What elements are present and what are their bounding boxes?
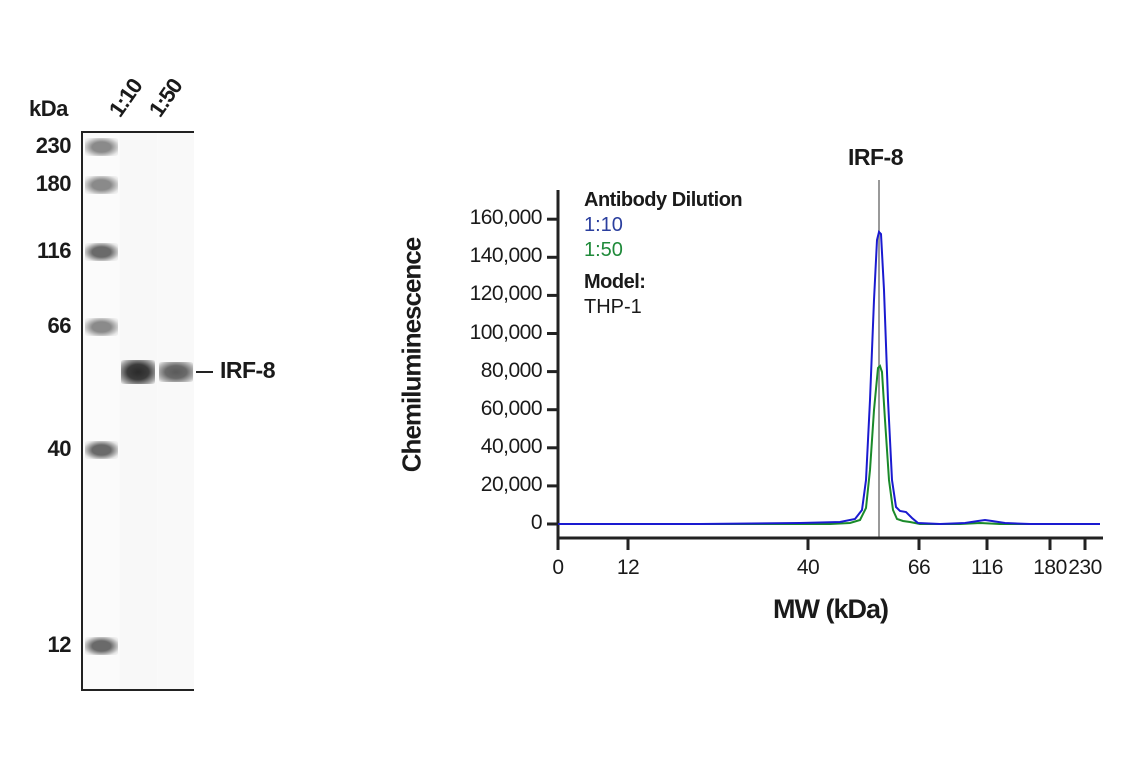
- y-tick-label: 40,000: [480, 434, 543, 458]
- ladder-band-40: [85, 441, 118, 459]
- y-ticks: [547, 217, 558, 526]
- ladder-band-230: [85, 138, 118, 156]
- lane-1-10: [120, 133, 157, 689]
- marker-label-230: 230: [35, 133, 72, 158]
- lane-1-50: [158, 133, 194, 689]
- ladder-band-116: [85, 243, 118, 261]
- y-tick-label: 80,000: [480, 358, 543, 382]
- marker-label-116: 116: [37, 238, 72, 263]
- marker-label-180: 180: [35, 171, 72, 196]
- x-tick-label: 40: [796, 556, 820, 579]
- target-indicator-line: [196, 371, 213, 373]
- blot-image: [81, 131, 194, 691]
- x-tick-label: 230: [1068, 556, 1102, 579]
- irf8-band-1-50: [159, 362, 193, 382]
- y-tick-label: 140,000: [469, 244, 543, 268]
- x-tick-label: 180: [1033, 556, 1067, 579]
- irf8-band-1-10: [121, 360, 155, 384]
- ladder-band-66: [85, 318, 118, 336]
- marker-label-40: 40: [47, 436, 72, 461]
- x-tick-label: 116: [971, 556, 1003, 579]
- series-1-10-line: [558, 230, 1100, 526]
- chart-title: IRF-8: [848, 144, 904, 170]
- x-tick-label: 12: [616, 556, 640, 579]
- model-value: THP-1: [584, 296, 642, 318]
- y-tick-label: 100,000: [469, 320, 543, 344]
- blot-unit-label: kDa: [29, 96, 68, 121]
- x-axis-label: MW (kDa): [773, 594, 889, 624]
- y-tick-label: 0: [530, 511, 543, 534]
- blot-target-label: IRF-8: [220, 357, 276, 383]
- marker-label-66: 66: [47, 313, 72, 338]
- y-tick-label: 160,000: [469, 206, 543, 230]
- y-axis-label: Chemiluminescence: [396, 237, 427, 473]
- ladder-lane: [83, 133, 119, 689]
- ladder-band-180: [85, 176, 118, 194]
- legend-entry-1-10: 1:10: [584, 214, 623, 236]
- series-1-50-line: [558, 364, 1100, 525]
- x-ticks: [556, 538, 1087, 550]
- marker-label-12: 12: [47, 632, 72, 657]
- legend: Antibody Dilution 1:10 1:50 Model: THP-1: [584, 188, 743, 320]
- y-tick-label: 20,000: [480, 472, 543, 496]
- y-tick-label: 120,000: [469, 282, 543, 306]
- legend-entry-1-50: 1:50: [584, 239, 623, 261]
- y-tick-label: 60,000: [480, 396, 543, 420]
- ladder-band-12: [85, 637, 118, 655]
- legend-heading: Antibody Dilution: [584, 189, 743, 211]
- model-heading: Model:: [584, 271, 646, 293]
- x-tick-label: 66: [907, 556, 931, 579]
- x-tick-label: 0: [552, 556, 564, 579]
